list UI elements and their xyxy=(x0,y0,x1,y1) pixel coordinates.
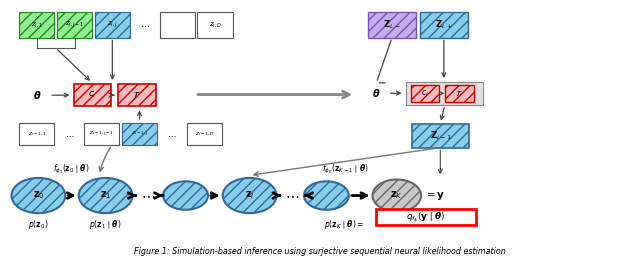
Text: $z_{i,j}$: $z_{i,j}$ xyxy=(107,19,118,30)
Text: $f_{\phi_1}(\mathbf{z}_0 \mid \boldsymbol{\theta})$: $f_{\phi_1}(\mathbf{z}_0 \mid \boldsymbo… xyxy=(53,162,90,176)
Text: $\boldsymbol{\theta}$: $\boldsymbol{\theta}$ xyxy=(33,89,42,101)
FancyBboxPatch shape xyxy=(376,209,476,225)
Ellipse shape xyxy=(304,181,349,210)
Text: $p(\mathbf{z}_K \mid \boldsymbol{\theta}) =$: $p(\mathbf{z}_K \mid \boldsymbol{\theta}… xyxy=(324,218,364,231)
Text: $\cdots$: $\cdots$ xyxy=(167,130,177,139)
Ellipse shape xyxy=(223,178,276,213)
FancyBboxPatch shape xyxy=(118,84,156,106)
FancyBboxPatch shape xyxy=(19,123,54,145)
Text: $\cdots$: $\cdots$ xyxy=(140,20,150,29)
Text: $\mathbf{z}_0$: $\mathbf{z}_0$ xyxy=(33,190,44,202)
FancyBboxPatch shape xyxy=(57,12,92,38)
Text: $p(\mathbf{z}_0)$: $p(\mathbf{z}_0)$ xyxy=(28,218,49,231)
Text: $\mathcal{T}$: $\mathcal{T}$ xyxy=(456,88,463,98)
Text: $z_{i-1,j}$: $z_{i-1,j}$ xyxy=(131,130,148,139)
Text: $\mathbf{z}_i$: $\mathbf{z}_i$ xyxy=(244,190,255,202)
Text: $p(\mathbf{z}_1 \mid \boldsymbol{\theta})$: $p(\mathbf{z}_1 \mid \boldsymbol{\theta}… xyxy=(90,218,122,231)
Text: $z_{i,1}$: $z_{i,1}$ xyxy=(31,20,43,29)
Text: $f_{\phi_K}(\mathbf{z}_{K-1} \mid \boldsymbol{\theta})$: $f_{\phi_K}(\mathbf{z}_{K-1} \mid \bolds… xyxy=(323,162,369,176)
Ellipse shape xyxy=(372,179,421,212)
FancyBboxPatch shape xyxy=(197,12,233,38)
FancyBboxPatch shape xyxy=(95,12,130,38)
Text: $\mathbf{Z}_{i-1}$: $\mathbf{Z}_{i-1}$ xyxy=(429,130,451,142)
Text: $\cdots$: $\cdots$ xyxy=(285,189,300,203)
Text: $\cdots$: $\cdots$ xyxy=(65,130,74,139)
Text: $c_i$: $c_i$ xyxy=(421,88,429,99)
Text: $\mathbf{Z}_{i,+}$: $\mathbf{Z}_{i,+}$ xyxy=(435,18,453,31)
Text: $z_{i-1,j-1}$: $z_{i-1,j-1}$ xyxy=(90,130,114,139)
Text: $z_{i-1,1}$: $z_{i-1,1}$ xyxy=(28,131,46,138)
Text: $= \mathbf{y}$: $= \mathbf{y}$ xyxy=(424,190,445,202)
Text: $\mathcal{T}$: $\mathcal{T}$ xyxy=(132,89,141,101)
Text: $\boldsymbol{\theta}$: $\boldsymbol{\theta}$ xyxy=(372,87,381,99)
FancyBboxPatch shape xyxy=(122,123,157,145)
FancyBboxPatch shape xyxy=(445,85,474,102)
Text: $z_{i,j-1}$: $z_{i,j-1}$ xyxy=(65,19,84,30)
FancyBboxPatch shape xyxy=(420,12,468,38)
FancyBboxPatch shape xyxy=(160,12,195,38)
FancyBboxPatch shape xyxy=(84,123,119,145)
Text: $c_i$: $c_i$ xyxy=(88,90,97,100)
Text: $\cdots$: $\cdots$ xyxy=(141,189,156,203)
FancyBboxPatch shape xyxy=(411,85,439,102)
Text: $\mathbf{z}_1$: $\mathbf{z}_1$ xyxy=(100,190,111,202)
FancyBboxPatch shape xyxy=(412,124,469,148)
Ellipse shape xyxy=(12,178,65,213)
FancyBboxPatch shape xyxy=(187,123,222,145)
Text: $\mathbf{Z}_{i,-}$: $\mathbf{Z}_{i,-}$ xyxy=(383,18,401,31)
FancyBboxPatch shape xyxy=(74,84,111,106)
Ellipse shape xyxy=(79,178,132,213)
Text: Figure 1: Simulation-based inference using surjective sequential neural likeliho: Figure 1: Simulation-based inference usi… xyxy=(134,247,506,256)
Text: $z_{i,D}$: $z_{i,D}$ xyxy=(209,20,221,29)
Text: $q_{f_\phi}(\mathbf{y} \mid \boldsymbol{\theta})$: $q_{f_\phi}(\mathbf{y} \mid \boldsymbol{… xyxy=(406,210,445,225)
Ellipse shape xyxy=(163,181,208,210)
FancyBboxPatch shape xyxy=(406,82,483,105)
Text: $\mathbf{z}_K$: $\mathbf{z}_K$ xyxy=(390,190,403,202)
Text: $z_{i-1,D}$: $z_{i-1,D}$ xyxy=(195,131,214,138)
FancyBboxPatch shape xyxy=(368,12,416,38)
FancyBboxPatch shape xyxy=(19,12,54,38)
